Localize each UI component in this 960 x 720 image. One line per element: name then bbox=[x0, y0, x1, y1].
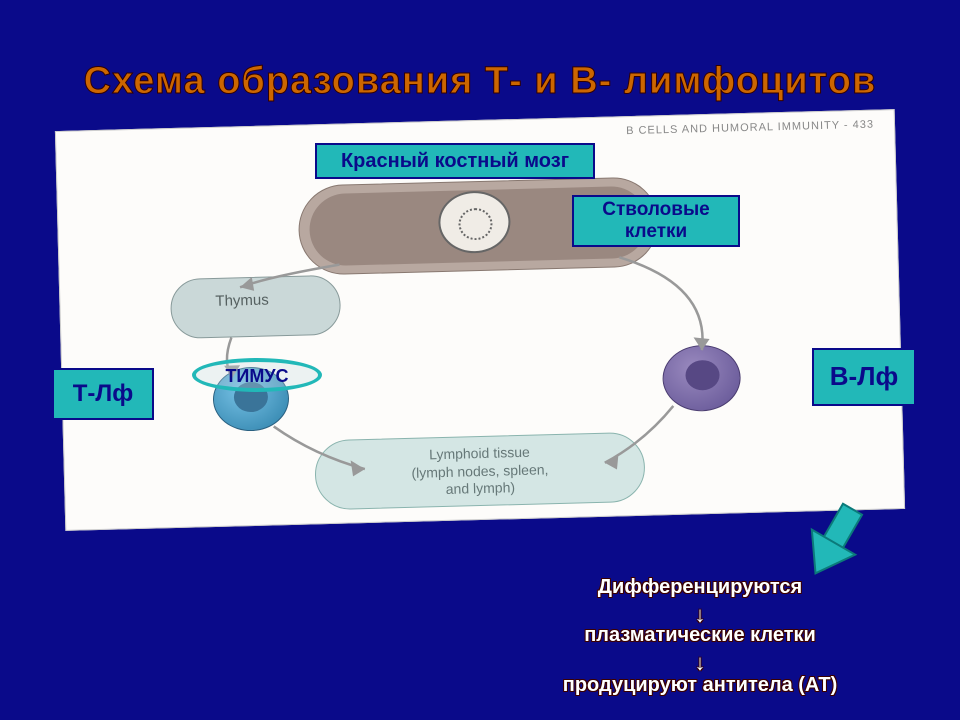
slide-title: Схема образования Т- и В- лимфоцитов bbox=[84, 60, 877, 103]
bottom-line-1: Дифференцируются bbox=[440, 576, 960, 599]
source-page-header: B CELLS AND HUMORAL IMMUNITY - 433 bbox=[626, 119, 874, 137]
label-t-lymphocyte: Т-Лф bbox=[52, 368, 154, 420]
label-bone-marrow: Красный костный мозг bbox=[315, 143, 595, 179]
bottom-arrow-2: ↓ bbox=[440, 650, 960, 676]
big-arrow-icon bbox=[788, 498, 878, 588]
lymphoid-tissue-shape: Lymphoid tissue (lymph nodes, spleen, an… bbox=[314, 432, 646, 511]
label-thymus-oval: ТИМУС bbox=[192, 358, 322, 392]
bottom-line-2: плазматические клетки bbox=[440, 624, 960, 647]
bottom-line-3: продуцируют антитела (АТ) bbox=[440, 674, 960, 697]
label-b-lymphocyte: В-Лф bbox=[812, 348, 916, 406]
lymphoid-en-label: Lymphoid tissue (lymph nodes, spleen, an… bbox=[411, 444, 548, 497]
b-cell-shape bbox=[662, 344, 742, 412]
label-stem-cells: Стволовые клетки bbox=[572, 195, 740, 247]
thymus-en-label: Thymus bbox=[215, 292, 269, 310]
